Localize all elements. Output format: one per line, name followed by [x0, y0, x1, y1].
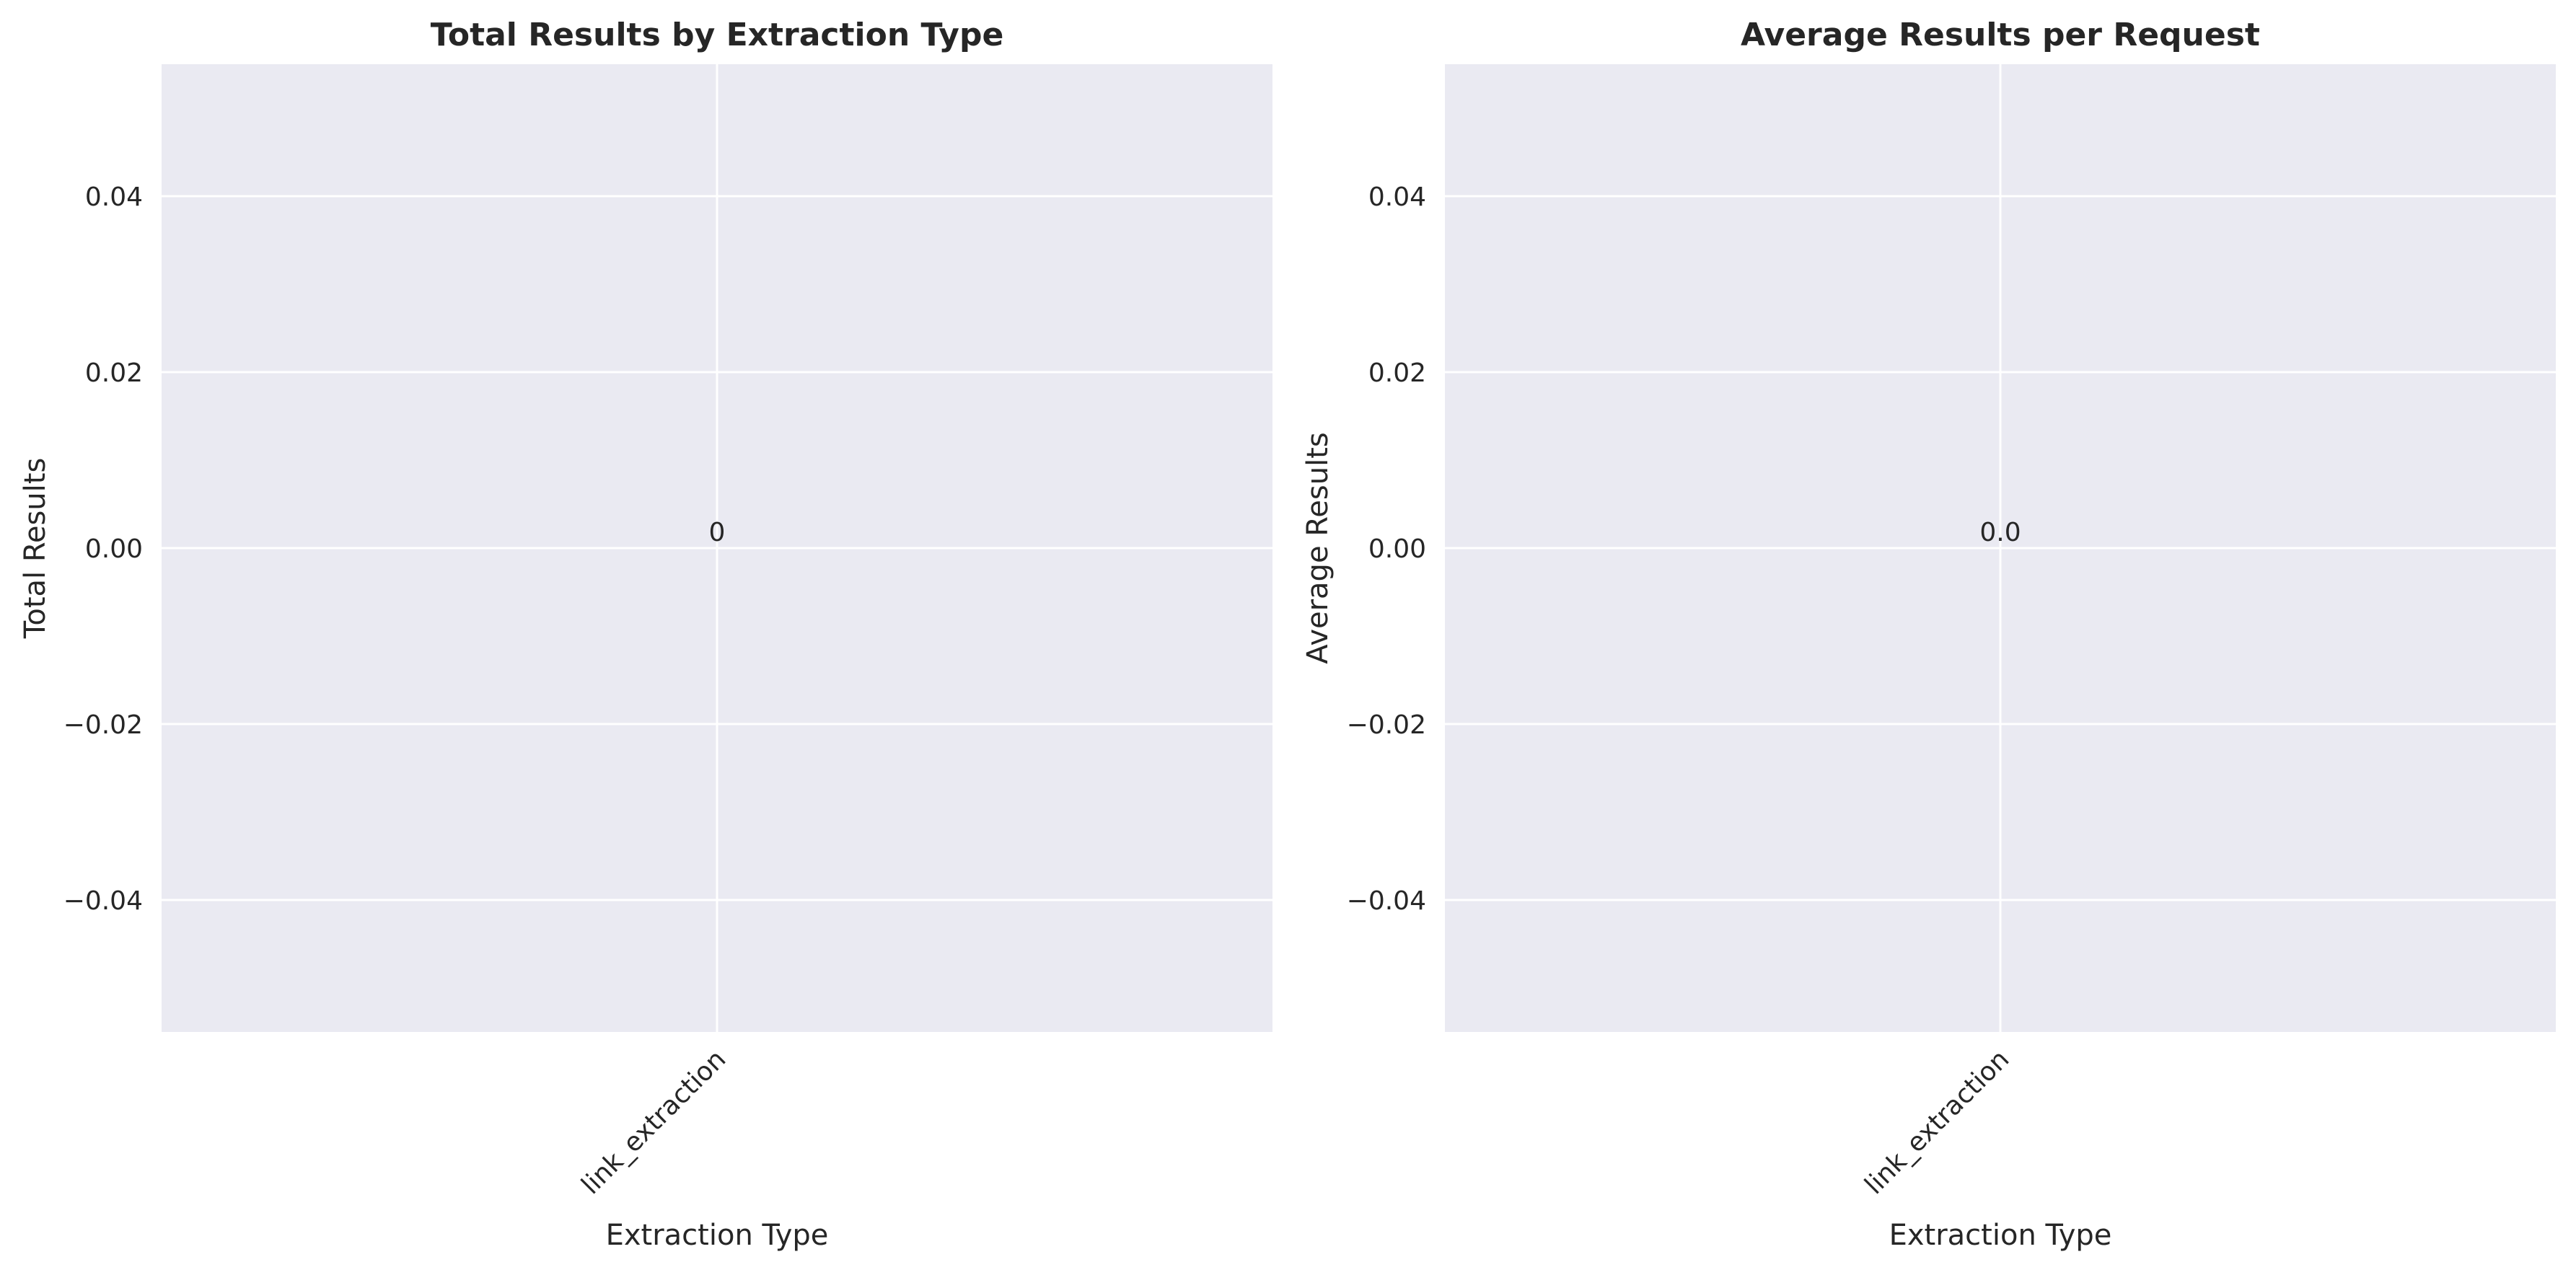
- y-tick-label: 0.04: [1368, 182, 1426, 212]
- chart-average-results: 0.040.020.00−0.02−0.04 link_extraction 0…: [1301, 17, 2556, 1252]
- y-tick-label: −0.02: [63, 710, 143, 740]
- y-tick-labels: 0.04 0.02 0.00 −0.02 −0.04: [1347, 182, 1426, 916]
- y-tick-label: 0.00: [1368, 534, 1426, 564]
- y-axis-label: Average Results: [1301, 432, 1335, 663]
- grid: [1445, 64, 2556, 1032]
- y-tick-label: 0.02: [85, 358, 143, 388]
- data-label: 0: [709, 518, 726, 547]
- chart-total-results: 0.040.020.00−0.02−0.04 link_extraction 0…: [19, 17, 1272, 1252]
- data-labels: 0.0: [1979, 518, 2021, 547]
- y-tick-label: 0.04: [85, 182, 143, 212]
- y-tick-label: −0.04: [63, 886, 143, 916]
- grid: [162, 64, 1272, 1032]
- y-axis-label: Total Results: [19, 458, 52, 640]
- x-axis-label: Extraction Type: [606, 1219, 829, 1252]
- chart-title: Average Results per Request: [1741, 17, 2260, 53]
- chart-title: Total Results by Extraction Type: [431, 17, 1004, 53]
- x-axis-label: Extraction Type: [1889, 1219, 2112, 1252]
- y-tick-label: 0.00: [85, 534, 143, 564]
- data-labels: 0: [709, 518, 726, 547]
- y-tick-labels: 0.04 0.02 0.00 −0.02 −0.04: [63, 182, 143, 916]
- data-label: 0.0: [1979, 518, 2021, 547]
- y-tick-label: −0.04: [1347, 886, 1426, 916]
- y-tick-label: −0.02: [1347, 710, 1426, 740]
- y-tick-label: 0.02: [1368, 358, 1426, 388]
